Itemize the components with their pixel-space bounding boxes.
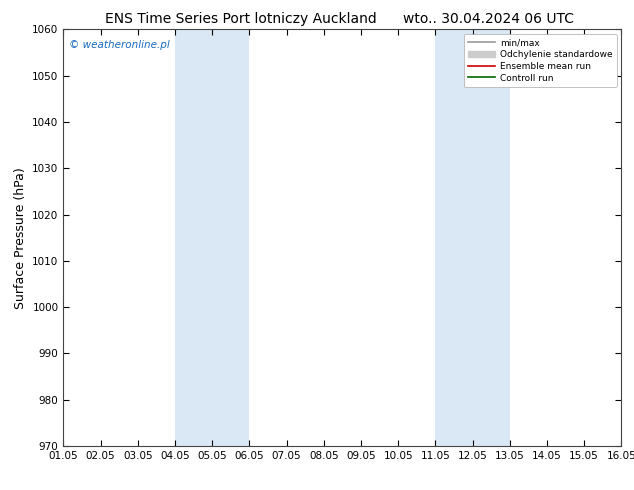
Text: wto.. 30.04.2024 06 UTC: wto.. 30.04.2024 06 UTC	[403, 12, 574, 26]
Bar	[175, 29, 249, 446]
Bar	[436, 29, 510, 446]
Legend: min/max, Odchylenie standardowe, Ensemble mean run, Controll run: min/max, Odchylenie standardowe, Ensembl…	[463, 34, 617, 87]
Text: © weatheronline.pl: © weatheronline.pl	[69, 40, 170, 50]
Text: ENS Time Series Port lotniczy Auckland: ENS Time Series Port lotniczy Auckland	[105, 12, 377, 26]
Y-axis label: Surface Pressure (hPa): Surface Pressure (hPa)	[14, 167, 27, 309]
